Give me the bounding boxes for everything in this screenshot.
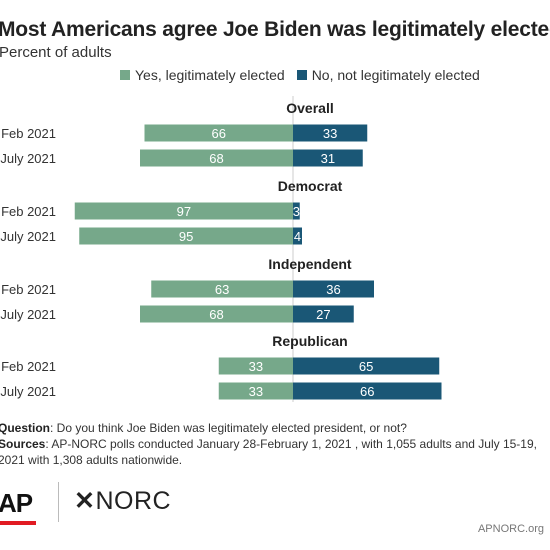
source-url: APNORC.org	[477, 523, 544, 535]
data-label-yes: 33	[249, 359, 263, 374]
norc-logo: ✕NORC	[74, 486, 171, 516]
question-label: Question	[0, 421, 51, 435]
legend-item-no: No, not legitimately elected	[296, 67, 480, 83]
row-label: Feb 2021	[1, 126, 56, 141]
row-label: July 2021	[0, 229, 56, 244]
legend-swatch-yes	[120, 70, 130, 80]
question-note: Question: Do you think Joe Biden was leg…	[0, 420, 546, 436]
bar-no	[293, 382, 442, 400]
norc-logo-text: NORC	[95, 487, 172, 515]
legend-item-yes: Yes, legitimately elected	[120, 67, 285, 83]
legend: Yes, legitimately elected No, not legiti…	[120, 67, 492, 83]
sources-label: Sources	[0, 437, 46, 451]
data-label-yes: 97	[177, 204, 191, 219]
group-title: Democrat	[278, 178, 343, 194]
data-label-no: 27	[316, 307, 330, 322]
bar-no	[293, 227, 302, 245]
bar-no	[293, 357, 440, 375]
row-label: Feb 2021	[1, 204, 56, 219]
sources-text: : AP-NORC polls conducted January 28-Feb…	[0, 437, 537, 467]
bar-yes	[140, 149, 293, 167]
chart-subtitle: Percent of adults	[0, 44, 112, 61]
row-label: July 2021	[0, 384, 56, 399]
data-label-no: 36	[326, 282, 340, 297]
chart-title: Most Americans agree Joe Biden was legit…	[0, 18, 550, 41]
data-label-yes: 95	[179, 229, 193, 244]
sources-note: Sources: AP-NORC polls conducted January…	[0, 436, 546, 468]
bar-yes	[79, 227, 293, 245]
data-label-yes: 63	[215, 282, 229, 297]
legend-label-yes: Yes, legitimately elected	[135, 67, 285, 83]
bar-yes	[218, 357, 293, 375]
data-label-no: 66	[360, 384, 374, 399]
data-label-no: 4	[294, 229, 301, 244]
bar-no	[293, 202, 300, 220]
data-label-no: 31	[321, 151, 335, 166]
group-title: Overall	[286, 100, 333, 116]
bar-yes	[218, 382, 293, 400]
data-label-no: 65	[359, 359, 373, 374]
data-label-yes: 66	[212, 126, 226, 141]
ap-logo: AP	[0, 486, 38, 525]
data-label-yes: 68	[209, 151, 223, 166]
row-label: Feb 2021	[1, 282, 56, 297]
ap-logo-text: AP	[0, 488, 33, 518]
data-label-no: 33	[323, 126, 337, 141]
data-label-yes: 33	[249, 384, 263, 399]
group-title: Independent	[268, 256, 352, 272]
chart-notes: Question: Do you think Joe Biden was leg…	[0, 420, 546, 468]
logo-divider	[58, 482, 59, 522]
bar-no	[293, 305, 354, 323]
bar-yes	[144, 124, 293, 142]
data-label-yes: 68	[209, 307, 223, 322]
bar-no	[293, 280, 374, 298]
diverging-bar-chart: Overall Feb 2021 66 33 July 2021 68 31 Democrat…	[0, 96, 442, 402]
bar-no	[293, 124, 368, 142]
data-label-no: 3	[293, 204, 300, 219]
ap-logo-red-bar	[0, 521, 36, 525]
bar-yes	[140, 305, 293, 323]
bar-no	[293, 149, 363, 167]
norc-mark-icon: ✕	[74, 487, 96, 515]
bar-yes	[151, 280, 293, 298]
question-text: : Do you think Joe Biden was legitimatel…	[50, 421, 407, 435]
bar-yes	[74, 202, 293, 220]
group-title: Republican	[272, 333, 347, 349]
legend-label-no: No, not legitimately elected	[311, 67, 480, 83]
row-label: July 2021	[0, 307, 56, 322]
row-label: Feb 2021	[1, 359, 56, 374]
legend-swatch-no	[296, 70, 307, 80]
row-label: July 2021	[0, 151, 56, 166]
